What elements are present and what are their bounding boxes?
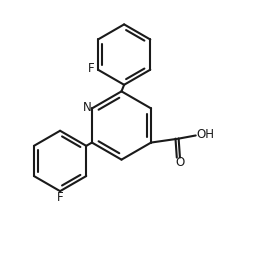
Text: OH: OH: [196, 128, 214, 141]
Text: O: O: [175, 156, 185, 169]
Text: N: N: [83, 101, 92, 114]
Text: F: F: [88, 62, 95, 75]
Text: F: F: [57, 191, 63, 204]
